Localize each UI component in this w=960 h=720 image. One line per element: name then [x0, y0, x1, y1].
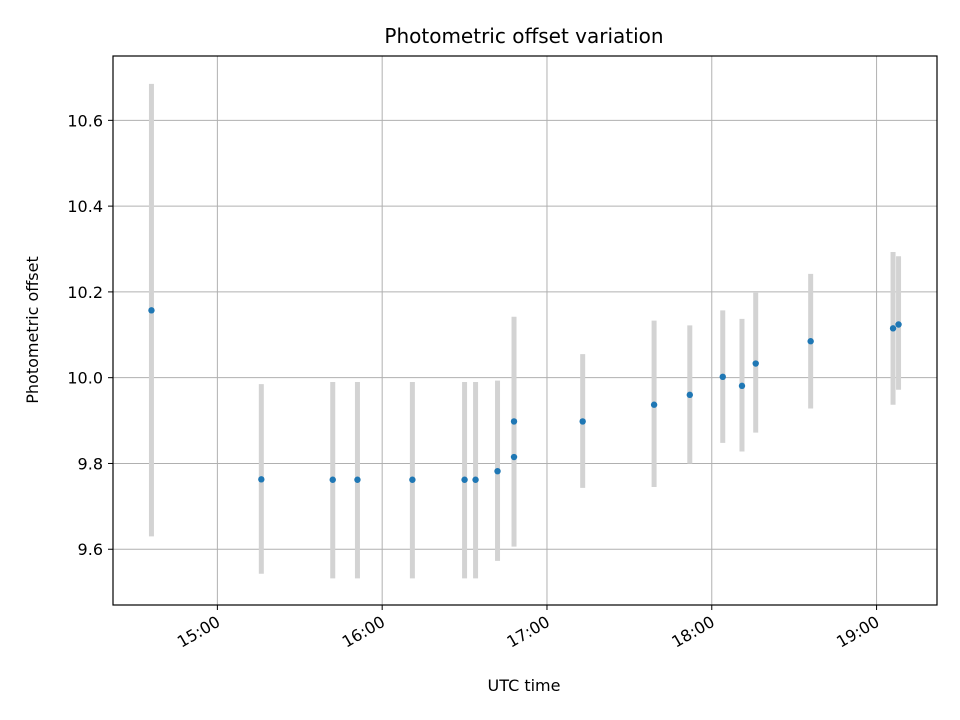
- x-tick-label: 18:00: [668, 612, 717, 652]
- axes-frame: [112, 55, 938, 606]
- data-point: [148, 307, 155, 314]
- y-axis-ticks: 9.6 9.8 10.0 10.2 10.4 10.6: [67, 111, 113, 559]
- chart-title: Photometric offset variation: [384, 24, 663, 48]
- data-point: [494, 467, 501, 475]
- y-tick-label: 9.8: [78, 454, 103, 473]
- data-point: [510, 418, 518, 425]
- data-point: [738, 382, 746, 390]
- x-axis-ticks: 15:00 16:00 17:00 18:00 19:00: [174, 605, 883, 652]
- data-point: [510, 453, 518, 461]
- y-tick-label: 10.2: [67, 283, 103, 302]
- x-tick-label: 16:00: [339, 612, 388, 652]
- data-point: [686, 391, 693, 399]
- y-tick-label: 10.0: [67, 369, 103, 388]
- x-tick-label: 17:00: [504, 612, 553, 652]
- data-point: [472, 476, 479, 483]
- grid: [113, 56, 937, 605]
- data-point: [895, 321, 902, 328]
- data-point: [752, 360, 759, 367]
- data-point: [889, 325, 897, 332]
- x-tick-label: 19:00: [833, 612, 882, 652]
- data-point: [579, 418, 586, 425]
- data-points: [148, 307, 902, 483]
- y-axis-label: Photometric offset: [23, 256, 42, 404]
- data-point: [650, 401, 658, 408]
- error-bars: [148, 83, 902, 579]
- x-axis-label: UTC time: [488, 676, 561, 695]
- data-point: [461, 476, 468, 483]
- x-tick-label: 15:00: [174, 612, 223, 652]
- data-point: [354, 476, 361, 483]
- data-point: [409, 476, 416, 483]
- y-tick-label: 9.6: [78, 540, 103, 559]
- data-point: [719, 373, 726, 381]
- data-point: [807, 338, 814, 345]
- y-tick-label: 10.4: [67, 197, 103, 216]
- data-point: [258, 476, 265, 483]
- y-tick-label: 10.6: [67, 111, 103, 130]
- data-point: [329, 476, 336, 483]
